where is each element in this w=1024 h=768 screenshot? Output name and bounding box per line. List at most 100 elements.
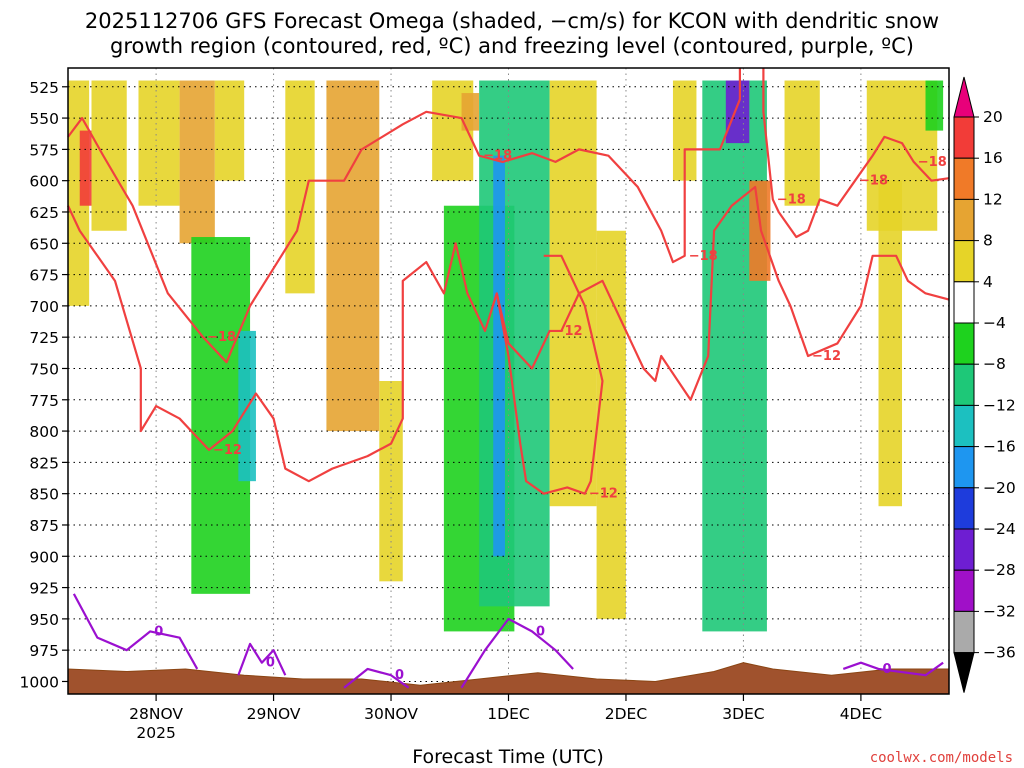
dgz-contour-label: −12 [554, 324, 583, 339]
dgz-contour-label: −18 [777, 192, 806, 207]
x-tick-label: 2DEC [605, 705, 647, 723]
dgz-contour-label: −18 [483, 149, 512, 164]
omega-region [91, 80, 127, 231]
dgz-contour-label: −18 [918, 155, 947, 170]
dgz-contour-line [67, 68, 742, 364]
freezing-level-contour-line [72, 593, 199, 670]
colorbar-bin [953, 404, 975, 448]
omega-region [749, 180, 771, 281]
plot-area: −18 −18 −18 −18 −18 −18 −12 −12 −12 −12 0 0 0 0 0 [67, 67, 950, 695]
y-tick-label: 975 [29, 642, 59, 660]
dgz-contour-label: −12 [812, 349, 841, 364]
x-tick-label: 30NOV [364, 705, 418, 723]
colorbar-bin [953, 569, 975, 612]
dgz-contour-label: −18 [689, 249, 718, 264]
omega-region [925, 80, 944, 131]
colorbar-label: −36 [983, 644, 1016, 662]
colorbar-label: 16 [983, 149, 1003, 167]
colorbar-bottom-triangle [953, 652, 975, 693]
y-tick-label: 675 [29, 267, 59, 285]
y-tick-label: 925 [29, 580, 59, 598]
freezing-level-contour-line [343, 667, 410, 689]
freezing-level-contour-label: 0 [266, 656, 275, 671]
omega-region [214, 80, 245, 181]
dgz-contour-line [67, 185, 950, 483]
x-tick-label: 1DEC [487, 705, 529, 723]
dgz-contour-label: −18 [207, 330, 236, 345]
x-tick-label: 4DEC [840, 705, 882, 723]
colorbar-bin [953, 528, 975, 571]
freezing-level-contour-line [460, 617, 574, 689]
y-tick-label: 875 [29, 517, 59, 535]
y-tick-label: 750 [29, 360, 59, 378]
omega-region [493, 155, 505, 557]
colorbar-bin [953, 363, 975, 406]
colorbar-label: −4 [983, 314, 1006, 332]
colorbar-bin [953, 116, 975, 159]
y-axis: 525 550 575 600 625 650 675 700 725 750 775 800 825 8… [20, 79, 68, 691]
colorbar-bin [953, 322, 975, 365]
colorbar-label: 8 [983, 232, 993, 250]
omega-region [672, 80, 697, 181]
colorbar-label: −32 [983, 602, 1016, 620]
freezing-level-contour-label: 0 [395, 668, 404, 683]
colorbar-label: −28 [983, 561, 1016, 579]
y-tick-label: 950 [29, 611, 59, 629]
omega-region [479, 80, 550, 607]
colorbar-bin [953, 446, 975, 489]
omega-shading [68, 80, 944, 632]
y-tick-label: 575 [29, 141, 59, 159]
colorbar-label: −24 [983, 520, 1016, 538]
dgz-contour-line [762, 68, 950, 239]
omega-region [702, 80, 767, 632]
omega-region [549, 80, 597, 507]
omega-region [596, 230, 626, 619]
dgz-contour-line [495, 254, 604, 495]
dgz-contour-label: −12 [213, 443, 242, 458]
chart-title-line1: 2025112706 GFS Forecast Omega (shaded, −… [85, 9, 939, 33]
omega-region [79, 130, 92, 206]
dgz-contour-label: −18 [859, 174, 888, 189]
omega-region [725, 80, 750, 144]
y-tick-label: 775 [29, 392, 59, 410]
colorbar-label: −20 [983, 479, 1016, 497]
x-tick-label: 3DEC [722, 705, 764, 723]
colorbar-label: 4 [983, 273, 993, 291]
y-tick-label: 1000 [20, 673, 59, 691]
colorbar: 20 16 12 8 4 −4 −8 −12 −16 −20 −24 −28 −32 −36 [953, 76, 1016, 693]
omega-region [285, 80, 315, 294]
y-tick-label: 550 [29, 110, 59, 128]
y-tick-label: 850 [29, 486, 59, 504]
x-tick-label: 29NOV [247, 705, 301, 723]
credit-text: coolwx.com/models [870, 750, 1013, 766]
freezing-level-contour-label: 0 [536, 624, 545, 639]
colorbar-bin [953, 281, 975, 324]
y-tick-label: 700 [29, 298, 59, 316]
freezing-level-contours: 0 0 0 0 0 [72, 593, 944, 689]
omega-region [179, 80, 215, 244]
y-tick-label: 900 [29, 548, 59, 566]
freezing-level-contour-label: 0 [154, 624, 163, 639]
colorbar-bin [953, 610, 975, 654]
y-tick-label: 525 [29, 79, 59, 97]
y-tick-label: 600 [29, 173, 59, 191]
colorbar-label: −16 [983, 438, 1016, 456]
omega-region [461, 93, 480, 131]
colorbar-label: −8 [983, 355, 1006, 373]
freezing-level-contour-label: 0 [883, 662, 892, 677]
y-tick-label: 825 [29, 454, 59, 472]
colorbar-top-triangle [953, 76, 975, 118]
omega-region [784, 80, 820, 206]
colorbar-bin [953, 487, 975, 530]
freezing-level-contour-line [842, 661, 944, 677]
colorbar-bin [953, 157, 975, 200]
colorbar-label: 20 [983, 108, 1003, 126]
omega-region [878, 180, 903, 507]
chart-title-line2: growth region (contoured, red, ºC) and f… [110, 34, 914, 58]
omega-region [138, 80, 180, 206]
x-axis-label: Forecast Time (UTC) [412, 746, 603, 768]
colorbar-bin [953, 240, 975, 283]
x-tick-label: 28NOV [129, 705, 183, 723]
